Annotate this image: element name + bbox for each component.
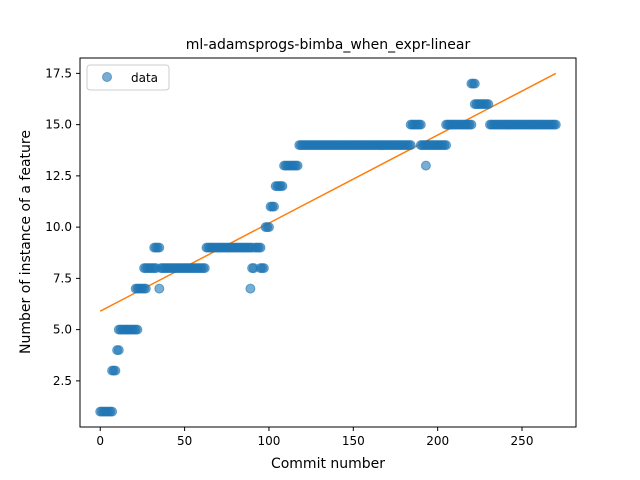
- x-tick-label: 0: [96, 434, 104, 448]
- x-tick-label: 50: [177, 434, 192, 448]
- y-tick-label: 15.0: [45, 118, 72, 132]
- y-tick-label: 2.5: [53, 374, 72, 388]
- data-point: [405, 140, 416, 151]
- data-point: [277, 181, 288, 192]
- x-tick-label: 150: [342, 434, 365, 448]
- data-point: [255, 242, 266, 253]
- data-point: [245, 283, 256, 294]
- data-point: [107, 406, 118, 417]
- data-point: [113, 345, 124, 356]
- y-tick-label: 10.0: [45, 220, 72, 234]
- axes-frame: [79, 57, 577, 428]
- data-point: [154, 283, 165, 294]
- legend-label-data: data: [131, 71, 158, 85]
- data-point: [132, 324, 143, 335]
- data-point: [483, 99, 494, 110]
- data-point: [550, 119, 561, 130]
- data-point: [441, 140, 452, 151]
- data-point: [292, 160, 303, 171]
- chart-title: ml-adamsprogs-bimba_when_expr-linear: [186, 37, 471, 53]
- data-point: [269, 201, 279, 212]
- data-point: [154, 242, 165, 253]
- data-point: [466, 119, 477, 130]
- legend-marker: [102, 72, 112, 82]
- data-point: [420, 160, 431, 171]
- legend-box: [86, 64, 170, 91]
- data-point: [258, 263, 269, 274]
- ticks: 0 50 100 150 200 250 2.5 5.0 7.5 10.0 12.5 15.0 17.5: [45, 66, 533, 448]
- data-point: [415, 119, 426, 130]
- y-tick-label: 12.5: [45, 169, 72, 183]
- x-tick-label: 250: [511, 434, 534, 448]
- data-point: [110, 365, 121, 376]
- plot-area: [95, 72, 561, 417]
- data-point: [199, 263, 210, 274]
- data-point: [140, 283, 151, 294]
- data-point: [264, 222, 274, 233]
- x-tick-label: 200: [426, 434, 449, 448]
- x-axis-label: Commit number: [271, 456, 385, 472]
- x-tick-label: 100: [257, 434, 280, 448]
- data-point: [469, 78, 480, 89]
- y-axis-label: Number of instance of a feature: [18, 130, 34, 354]
- y-tick-label: 17.5: [45, 66, 72, 80]
- y-tick-label: 7.5: [53, 271, 72, 285]
- y-tick-label: 5.0: [53, 323, 72, 337]
- legend: data: [86, 64, 170, 91]
